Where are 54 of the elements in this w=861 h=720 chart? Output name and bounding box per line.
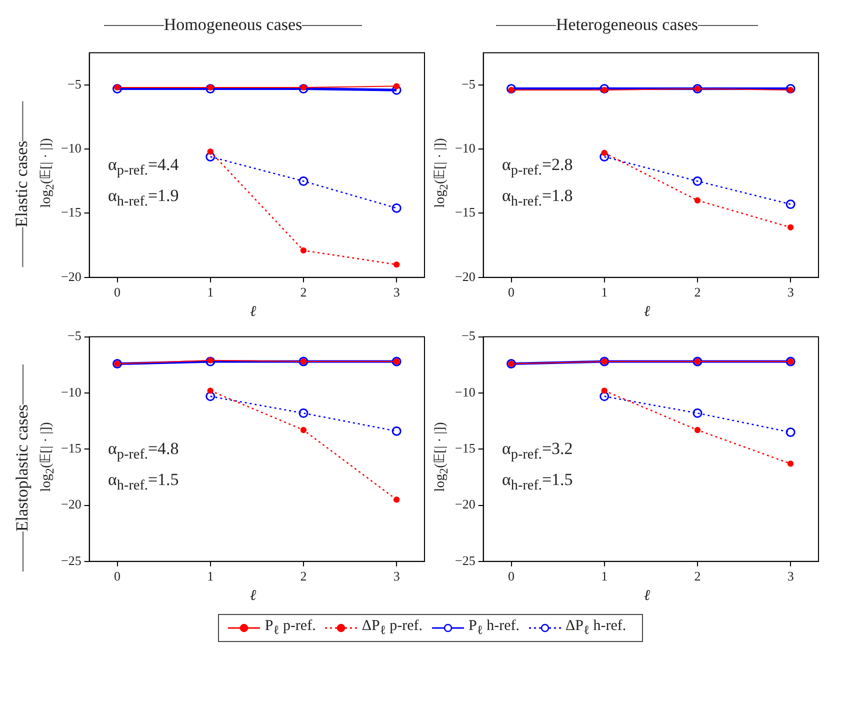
x-tick-label: 1 (207, 284, 214, 300)
y-tick-label: −20 (454, 268, 476, 284)
y-tick-label: −20 (60, 268, 82, 284)
y-tick-label: −5 (461, 328, 476, 344)
annotation: α$_{p-ref.}$=4.4 (108, 154, 179, 180)
annotation: α$_{p-ref.}$=3.2 (502, 438, 573, 464)
legend-label: ΔP$_{ℓ}$ p-ref. (362, 618, 422, 638)
text: Elastic cases (12, 140, 32, 228)
chart-title: Homogeneous cases (164, 15, 302, 35)
x-tick-label: 0 (508, 568, 515, 584)
x-tick-label: 0 (508, 284, 515, 300)
y-tick-label: −15 (454, 204, 476, 220)
legend-label: P$_{ℓ}$ p-ref. (264, 618, 316, 638)
x-tick-label: 1 (207, 568, 214, 584)
y-tick-label: −20 (60, 496, 82, 512)
y-tick-label: −10 (60, 384, 82, 400)
x-axis-title: ℓ (250, 304, 256, 322)
y-tick-label: −10 (60, 140, 82, 156)
x-tick-label: 3 (787, 568, 794, 584)
x-tick-label: 3 (787, 284, 794, 300)
y-tick-label: −10 (454, 140, 476, 156)
x-tick-label: 3 (393, 284, 400, 300)
x-tick-label: 0 (114, 568, 121, 584)
annotation: α$_{h-ref.}$=1.5 (502, 469, 573, 496)
y-tick-label: −25 (60, 552, 82, 568)
annotation: α$_{h-ref.}$=1.8 (502, 185, 573, 212)
x-axis-title: ℓ (644, 588, 650, 606)
y-tick-label: −5 (67, 76, 82, 92)
y-tick-label: −15 (60, 440, 82, 456)
y-tick-label: −10 (454, 384, 476, 400)
annotation: α$_{p-ref.}$=2.8 (502, 154, 573, 180)
y-tick-label: −25 (454, 552, 476, 568)
y-tick-label: −20 (454, 496, 476, 512)
text: Elastoplastic cases (12, 404, 32, 532)
y-tick-label: −5 (67, 328, 82, 344)
x-axis-title: ℓ (250, 588, 256, 606)
y-tick-label: −5 (461, 76, 476, 92)
legend-label: P$_{ℓ}$ h-ref. (468, 618, 520, 638)
x-tick-label: 2 (300, 284, 307, 300)
x-tick-label: 2 (694, 284, 701, 300)
y-tick-label: −15 (454, 440, 476, 456)
annotation: α$_{h-ref.}$=1.9 (108, 185, 179, 212)
annotation: α$_{h-ref.}$=1.5 (108, 469, 179, 496)
chart-title: Heterogeneous cases (556, 15, 698, 35)
x-tick-label: 3 (393, 568, 400, 584)
y-tick-label: −15 (60, 204, 82, 220)
x-tick-label: 2 (694, 568, 701, 584)
x-axis-title: ℓ (644, 304, 650, 322)
legend-label: ΔP$_{ℓ}$ h-ref. (566, 618, 626, 638)
x-tick-label: 2 (300, 568, 307, 584)
x-tick-label: 1 (601, 568, 608, 584)
x-tick-label: 1 (601, 284, 608, 300)
annotation: α$_{p-ref.}$=4.8 (108, 438, 179, 464)
x-tick-label: 0 (114, 284, 121, 300)
